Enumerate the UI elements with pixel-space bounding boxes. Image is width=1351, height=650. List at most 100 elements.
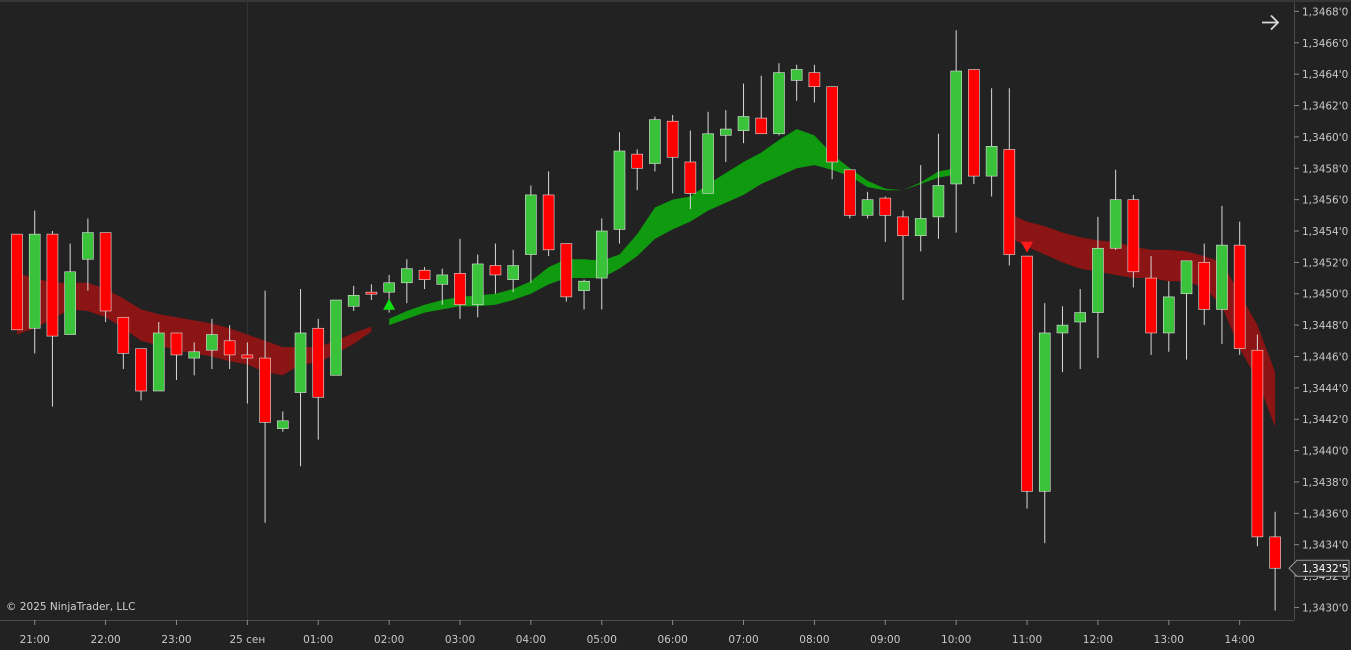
- candle[interactable]: [454, 238, 466, 319]
- up-candle-body: [28, 233, 41, 329]
- candle[interactable]: [950, 30, 962, 233]
- candle[interactable]: [808, 64, 821, 103]
- time-tick-label: 07:00: [728, 634, 758, 646]
- candle[interactable]: [46, 231, 59, 407]
- candle[interactable]: [489, 243, 502, 294]
- candle[interactable]: [755, 75, 768, 135]
- candle[interactable]: [28, 210, 41, 354]
- down-candle-body: [666, 120, 679, 158]
- candle[interactable]: [365, 284, 378, 301]
- candle[interactable]: [259, 290, 271, 523]
- candle[interactable]: [1233, 221, 1246, 355]
- sell-arrow-icon: [1021, 241, 1034, 253]
- price-axis[interactable]: 1,3430'01,3432'01,3434'01,3436'01,3438'0…: [1294, 6, 1348, 614]
- candle[interactable]: [1021, 255, 1033, 509]
- candle[interactable]: [914, 165, 927, 252]
- candle[interactable]: [507, 249, 519, 293]
- down-candle-body: [879, 197, 892, 216]
- time-axis[interactable]: 21:00 22:00 23:00 25 сен 01:00 02:00 03:00 04:0…: [20, 620, 1255, 646]
- candle[interactable]: [99, 232, 112, 322]
- candle[interactable]: [1216, 205, 1228, 344]
- candle[interactable]: [578, 279, 590, 310]
- candle[interactable]: [968, 69, 980, 184]
- candle[interactable]: [613, 132, 626, 244]
- candle[interactable]: [330, 299, 342, 376]
- up-candle-body: [773, 72, 785, 135]
- candle[interactable]: [1251, 334, 1264, 547]
- candle[interactable]: [932, 133, 945, 239]
- down-candle-body: [631, 153, 644, 169]
- candle[interactable]: [985, 88, 998, 197]
- down-candle-body: [135, 348, 147, 392]
- candle[interactable]: [1145, 256, 1157, 355]
- up-candle-body: [1038, 332, 1051, 492]
- candle[interactable]: [347, 285, 360, 311]
- candle[interactable]: [206, 318, 218, 370]
- time-tick-label: 25 сен: [229, 634, 265, 646]
- candle[interactable]: [737, 83, 750, 144]
- candle[interactable]: [631, 149, 644, 191]
- up-candle-body: [950, 70, 962, 185]
- candle[interactable]: [773, 63, 785, 136]
- up-candle-body: [1092, 247, 1104, 313]
- candle[interactable]: [82, 218, 94, 291]
- candles[interactable]: [11, 30, 1281, 611]
- down-candle-body: [808, 72, 821, 88]
- candle[interactable]: [64, 243, 76, 335]
- candle[interactable]: [844, 169, 856, 219]
- candle[interactable]: [117, 316, 130, 370]
- down-candle-body: [365, 291, 378, 295]
- candle[interactable]: [1127, 194, 1140, 288]
- candle[interactable]: [1074, 289, 1086, 370]
- candle[interactable]: [595, 218, 608, 310]
- candle[interactable]: [170, 332, 183, 381]
- candle[interactable]: [471, 254, 484, 318]
- candle[interactable]: [1003, 88, 1016, 266]
- candle[interactable]: [11, 233, 23, 331]
- candle[interactable]: [719, 110, 732, 162]
- candle[interactable]: [294, 289, 307, 467]
- candle[interactable]: [436, 268, 449, 305]
- candle[interactable]: [1092, 216, 1104, 359]
- candle[interactable]: [223, 325, 236, 370]
- time-tick-label: 13:00: [1154, 634, 1184, 646]
- candle[interactable]: [1180, 260, 1193, 360]
- down-candle-body: [560, 243, 573, 298]
- candle[interactable]: [897, 210, 909, 301]
- candle[interactable]: [188, 342, 200, 376]
- up-candle-body: [330, 299, 342, 376]
- candle[interactable]: [879, 196, 892, 242]
- candle[interactable]: [560, 243, 573, 302]
- candle[interactable]: [1198, 243, 1211, 326]
- candle[interactable]: [542, 171, 555, 257]
- price-tick-label: 1,3436'0: [1302, 508, 1348, 520]
- candle[interactable]: [861, 191, 874, 219]
- down-candle-body: [1251, 349, 1264, 538]
- candle[interactable]: [1163, 281, 1175, 352]
- candle[interactable]: [1269, 511, 1281, 611]
- candle[interactable]: [1056, 306, 1069, 373]
- up-candle-body: [64, 271, 76, 335]
- candle[interactable]: [1109, 169, 1122, 250]
- candle[interactable]: [276, 411, 289, 432]
- candle[interactable]: [401, 259, 413, 304]
- candle[interactable]: [525, 185, 537, 283]
- candle[interactable]: [312, 318, 325, 440]
- candle[interactable]: [702, 111, 714, 194]
- candle[interactable]: [790, 64, 803, 101]
- candle[interactable]: [649, 116, 661, 172]
- price-tick-label: 1,3448'0: [1302, 320, 1348, 332]
- candle[interactable]: [135, 348, 147, 401]
- candle[interactable]: [152, 321, 165, 392]
- price-tick-label: 1,3468'0: [1302, 6, 1348, 18]
- candle[interactable]: [241, 342, 254, 404]
- candle[interactable]: [1038, 303, 1051, 544]
- candle[interactable]: [666, 114, 679, 194]
- down-candle-body: [489, 265, 502, 276]
- candle[interactable]: [826, 86, 838, 180]
- down-candle-body: [968, 69, 980, 177]
- down-candle-body: [755, 117, 768, 135]
- scroll-right-arrow-icon[interactable]: [1256, 9, 1282, 35]
- candle[interactable]: [684, 130, 697, 210]
- candle[interactable]: [418, 267, 431, 290]
